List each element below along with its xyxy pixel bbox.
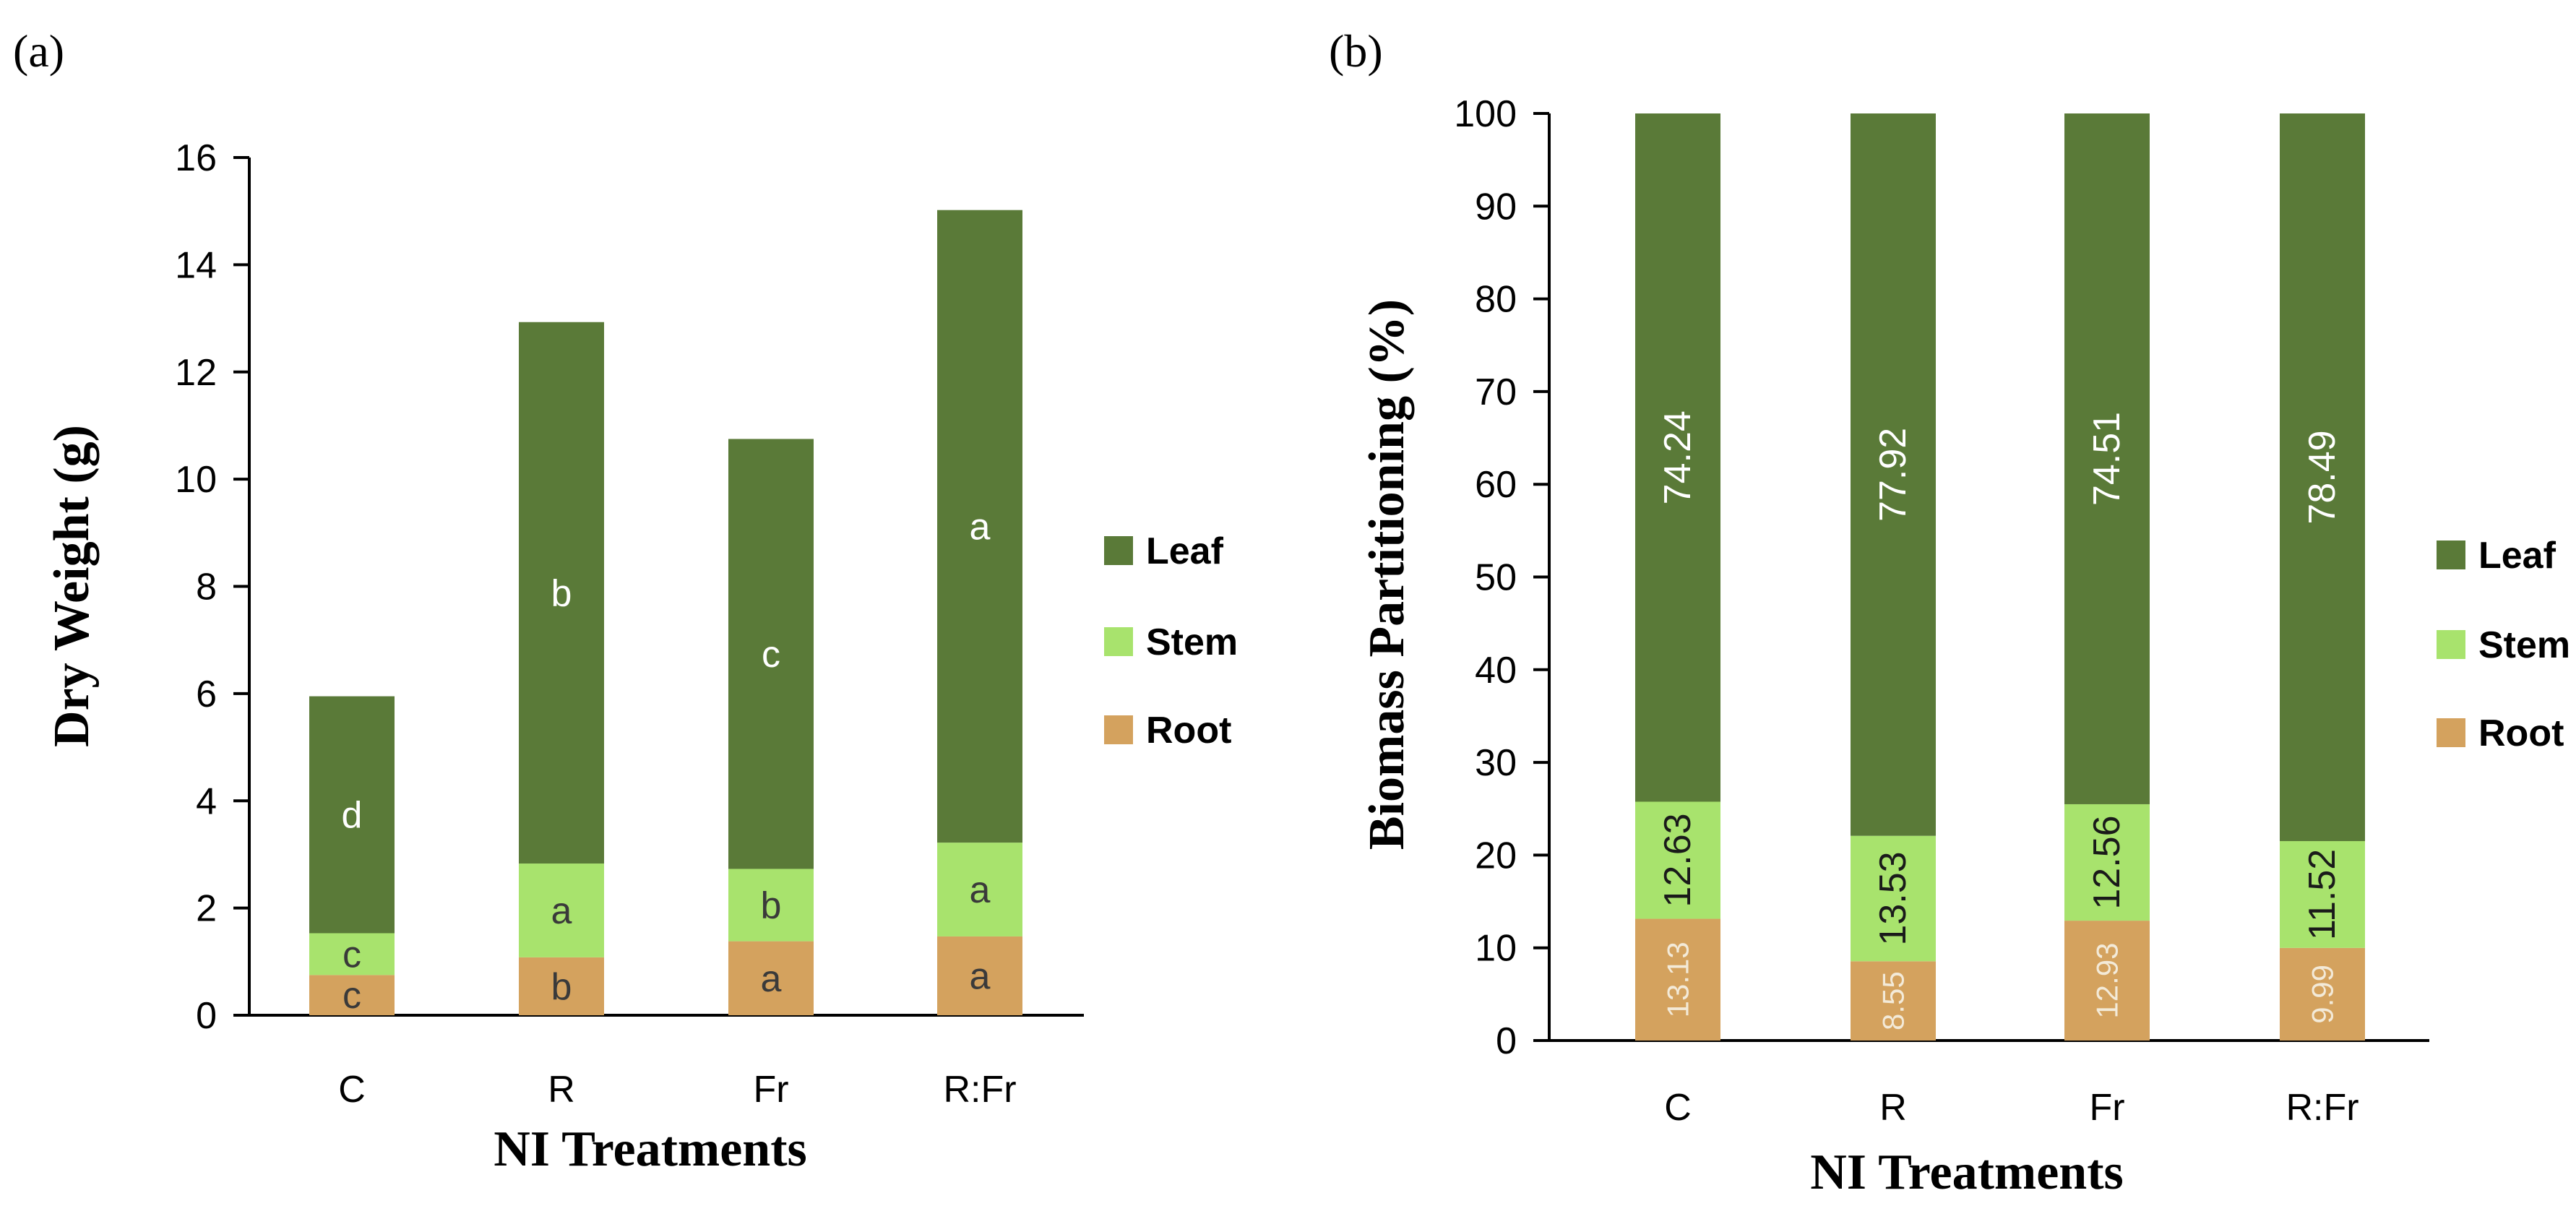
y-axis-title: Dry Weight (g) [44, 425, 100, 747]
y-tick-label: 2 [196, 888, 217, 930]
panel-label-a: (a) [13, 25, 64, 77]
x-tick-label: Fr [753, 1069, 788, 1111]
x-tick-label: C [1664, 1087, 1692, 1129]
bar-label-stem: 12.63 [1657, 813, 1699, 907]
bar-stem-fr [2064, 804, 2150, 921]
legend-swatch-root [2437, 718, 2465, 747]
legend-swatch-leaf [2437, 540, 2465, 569]
x-tick-label: R:Fr [2286, 1087, 2359, 1129]
panel-label-b: (b) [1329, 25, 1383, 77]
x-axis-title: NI Treatments [1810, 1145, 2124, 1200]
legend-label-root: Root [2478, 712, 2564, 754]
x-tick-label: R:Fr [943, 1069, 1016, 1111]
legend-label-stem: Stem [1146, 621, 1238, 663]
bar-root-r [1851, 961, 1936, 1041]
bar-stem-rfr [937, 843, 1022, 936]
bar-root-r [519, 957, 604, 1015]
legend-label-leaf: Leaf [2478, 535, 2556, 577]
bar-stem-rfr [2280, 841, 2365, 948]
y-tick-label: 0 [196, 995, 217, 1037]
x-tick-label: R [1879, 1087, 1907, 1129]
legend-swatch-stem [2437, 630, 2465, 659]
bar-stem-fr [728, 869, 814, 942]
bar-root-c [309, 975, 395, 1015]
bar-root-fr [728, 941, 814, 1015]
y-tick-label: 0 [1496, 1020, 1517, 1062]
panel-b-biomass-partitioning-chart: (b) 0 10 20 30 40 50 60 70 80 90 100 Biomass Partiti… [1288, 0, 2576, 1206]
y-tick-label: 14 [175, 244, 217, 286]
bar-stem-r [1851, 835, 1936, 962]
legend-label-root: Root [1146, 710, 1231, 751]
bar-label-root: 9.99 [2306, 965, 2340, 1024]
bar-leaf-fr [728, 439, 814, 869]
bar-root-rfr [937, 936, 1022, 1015]
bar-label-stem: a [551, 890, 572, 932]
bar-label-root: b [551, 966, 572, 1008]
legend-label-stem: Stem [2478, 624, 2570, 666]
bar-leaf-rfr [937, 210, 1022, 843]
bar-label-leaf: d [342, 795, 363, 837]
bar-root-rfr [2280, 947, 2365, 1041]
y-tick-label: 70 [1475, 371, 1517, 413]
y-tick-label: 60 [1475, 464, 1517, 506]
x-tick-label: R [548, 1069, 575, 1111]
x-axis-title: NI Treatments [494, 1121, 807, 1177]
y-tick-label: 40 [1475, 650, 1517, 692]
y-tick-label: 100 [1454, 93, 1517, 135]
bar-label-stem: a [970, 869, 991, 911]
y-axis-title: Biomass Partitioning (%) [1359, 299, 1415, 850]
bar-root-c [1635, 918, 1720, 1041]
bar-label-root: a [970, 955, 991, 997]
chart-b-svg: (b) 0 10 20 30 40 50 60 70 80 90 100 Biomass Partiti… [1329, 25, 2570, 1200]
bar-stem-r [519, 863, 604, 957]
y-tick-label: 6 [196, 673, 217, 715]
bar-label-stem: c [343, 934, 361, 975]
bar-leaf-rfr [2280, 113, 2365, 842]
bar-leaf-r [519, 322, 604, 864]
legend-swatch-root [1104, 715, 1133, 744]
bar-leaf-r [1851, 113, 1936, 836]
bar-root-fr [2064, 921, 2150, 1041]
y-tick-label: 8 [196, 567, 217, 608]
bar-label-leaf: 77.92 [1872, 428, 1914, 522]
y-tick-label: 10 [175, 459, 217, 501]
bar-label-leaf: 74.51 [2086, 412, 2128, 506]
y-tick-label: 30 [1475, 742, 1517, 784]
y-tick-label: 4 [196, 780, 217, 822]
bar-label-stem: 11.52 [2301, 849, 2343, 940]
bar-label-root: a [761, 958, 782, 1000]
y-tick-label: 10 [1475, 928, 1517, 970]
bar-label-leaf: a [970, 506, 991, 548]
bar-stem-c [309, 933, 395, 975]
bar-label-root: 13.13 [1661, 942, 1695, 1017]
x-tick-label: C [338, 1069, 366, 1111]
chart-a-svg: (a) 0 2 4 6 8 10 12 14 16 Dry Weight (g) NI Treatme… [13, 25, 1238, 1177]
y-tick-label: 50 [1475, 557, 1517, 599]
y-tick-label: 20 [1475, 835, 1517, 876]
bar-label-stem: 12.56 [2086, 815, 2128, 909]
x-tick-label: Fr [2089, 1087, 2124, 1129]
y-tick-label: 80 [1475, 279, 1517, 321]
bar-label-root: 12.93 [2090, 942, 2124, 1018]
y-tick-label: 90 [1475, 186, 1517, 228]
legend-label-leaf: Leaf [1146, 530, 1224, 572]
bar-label-leaf: b [551, 572, 572, 614]
bar-label-root: 8.55 [1877, 971, 1911, 1030]
y-tick-label: 16 [175, 137, 217, 179]
bar-leaf-c [1635, 113, 1720, 802]
bar-label-leaf: 78.49 [2301, 430, 2343, 524]
bar-label-leaf: c [762, 634, 780, 676]
legend-swatch-leaf [1104, 536, 1133, 565]
bar-leaf-c [309, 696, 395, 934]
y-tick-label: 12 [175, 352, 217, 394]
bar-label-leaf: 74.24 [1657, 410, 1699, 504]
panel-a-dry-weight-chart: (a) 0 2 4 6 8 10 12 14 16 Dry Weight (g) NI Treatme… [13, 25, 1238, 1177]
bar-leaf-fr [2064, 113, 2150, 804]
bar-label-root: c [343, 975, 361, 1017]
bar-label-stem: b [761, 885, 782, 927]
legend-swatch-stem [1104, 627, 1133, 656]
bar-label-stem: 13.53 [1872, 851, 1914, 945]
bar-stem-c [1635, 801, 1720, 919]
